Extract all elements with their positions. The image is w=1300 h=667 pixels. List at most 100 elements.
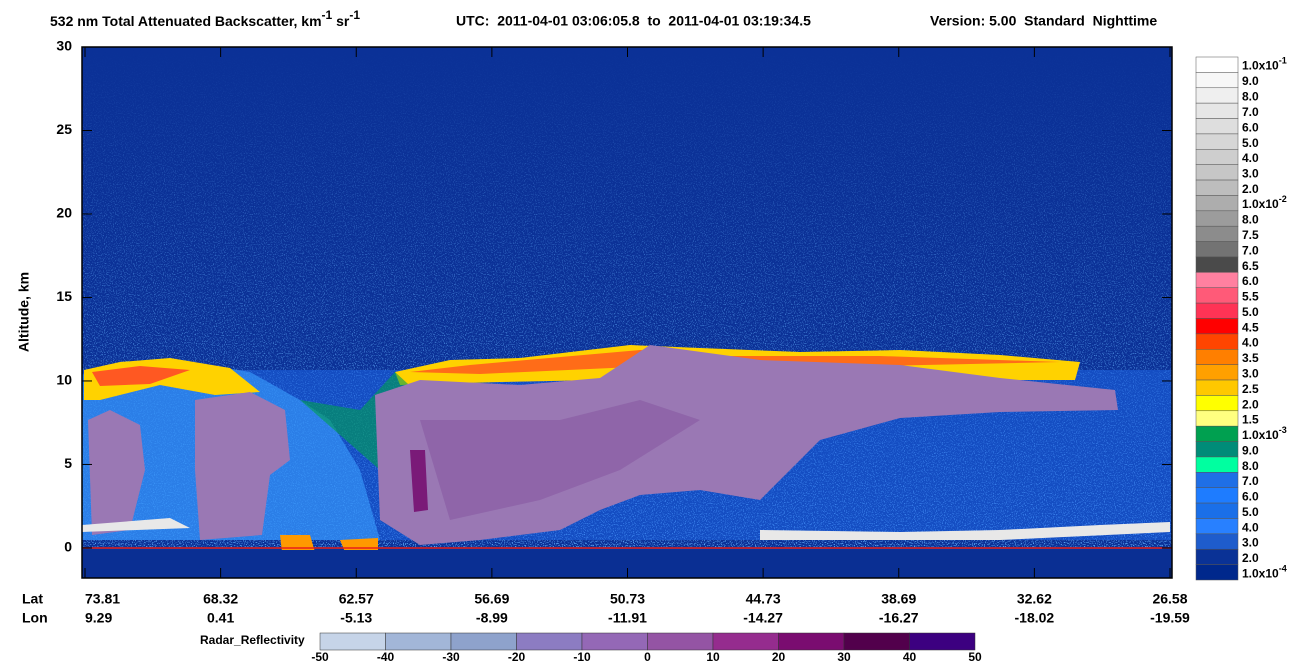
radar-tick-label: 10 [706,650,720,664]
colorbar-cell [1195,456,1239,473]
x-tick-label: -18.02 [1015,610,1055,626]
colorbar-cell [1195,518,1239,535]
cloud-core [420,400,700,520]
radar-colorbar-cell [647,632,714,651]
colorbar-cell [1195,472,1239,488]
colorbar-label: 4.5 [1242,320,1259,334]
colorbar-label: 6.0 [1242,490,1259,504]
colorbar-cell [1195,564,1239,581]
radar-tick-label: 30 [837,650,851,664]
colorbar-label: 8.0 [1242,213,1259,227]
colorbar-label: 1.0x10-3 [1242,425,1287,442]
radar-tick-label: -50 [311,650,329,664]
colorbar-label: 7.0 [1242,243,1259,257]
colorbar-label: 7.0 [1242,474,1259,488]
x-tick-label: -16.27 [879,610,919,626]
radar-colorbar-cell [319,632,386,651]
radar-label: Radar_Reflectivity [200,633,305,647]
x-tick-label: 62.57 [339,591,374,607]
colorbar-cell [1195,133,1239,150]
x-tick-label: -14.27 [743,610,783,626]
colorbar-label: 7.5 [1242,228,1259,242]
colorbar-label: 9.0 [1242,443,1259,457]
radar-tick-label: 0 [644,650,651,664]
cloud [88,410,145,535]
colorbar-cell [1195,102,1239,119]
cloud [195,392,290,540]
radar-colorbar-cell [778,632,845,651]
cloud [375,345,1118,545]
radar-tick-label: -30 [442,650,460,664]
colorbar-label-sup: -2 [1279,195,1287,205]
colorbar-cell [1195,548,1239,565]
colorbar-label: 3.5 [1242,351,1259,365]
colorbar-label-base: 1.0x10 [1242,566,1279,580]
chart-title: 532 nm Total Attenuated Backscatter, km-… [50,8,360,29]
colorbar-cell [1195,364,1239,381]
colorbar-label: 6.0 [1242,120,1259,134]
colorbar-label-sup: -4 [1279,564,1287,574]
colorbar-cell [1195,441,1239,458]
y-tick-label: 30 [56,38,72,54]
colorbar-cell [1195,395,1239,412]
colorbar-label: 5.5 [1242,290,1259,304]
colorbar-cell [1195,72,1239,89]
x-row-name: Lat [22,591,43,607]
colorbar-cell [1195,487,1239,504]
colorbar-label: 4.0 [1242,151,1259,165]
colorbar-label-base: 1.0x10 [1242,428,1279,442]
y-tick-label: 5 [64,455,72,471]
radar-colorbar-cell [385,632,452,651]
version: Version: 5.00 Standard Nighttime [930,13,1157,29]
colorbar-label: 5.0 [1242,136,1259,150]
colorbar-cell [1195,118,1239,135]
colorbar-label-sup: -3 [1279,425,1287,435]
colorbar-cell [1195,333,1239,350]
colorbar-cell [1195,533,1239,550]
radar-tick-label: 40 [903,650,917,664]
x-tick-label: -11.91 [608,610,647,626]
colorbar-label: 3.0 [1242,536,1259,550]
colorbar-label: 9.0 [1242,74,1259,88]
cloud-core [410,450,428,512]
radar-tick-label: -40 [377,650,395,664]
x-tick-label: 68.32 [203,591,238,607]
x-tick-label: -5.13 [340,610,372,626]
colorbar-cell [1195,272,1239,288]
title-sup: -1 [322,8,333,22]
x-tick-label: 9.29 [85,610,112,626]
colorbar-label: 3.0 [1242,367,1259,381]
x-tick-label: 26.58 [1152,591,1187,607]
x-tick-label: 0.41 [207,610,234,626]
colorbar-cell [1195,287,1239,304]
colorbar-cell [1195,256,1239,273]
time-range: UTC: 2011-04-01 03:06:05.8 to 2011-04-01… [456,13,811,29]
radar-tick-label: 50 [968,650,982,664]
colorbar-cell [1195,210,1239,227]
colorbar-cell [1195,225,1239,242]
radar-tick-label: -10 [573,650,591,664]
colorbar-label: 4.0 [1242,336,1259,350]
colorbar-label: 2.0 [1242,397,1259,411]
title-sup: -1 [349,8,360,22]
colorbar-label: 7.0 [1242,105,1259,119]
colorbar-label: 6.0 [1242,274,1259,288]
low-cloud [82,518,190,532]
colorbar-label: 3.0 [1242,167,1259,181]
cloud-top [92,366,190,386]
colorbar-cell [1195,56,1239,73]
y-tick-label: 10 [56,372,72,388]
colorbar-cell [1195,149,1239,165]
colorbar-label: 2.5 [1242,382,1259,396]
colorbar-label: 6.5 [1242,259,1259,273]
colorbar-cell [1195,195,1239,212]
colorbar-label: 2.0 [1242,182,1259,196]
colorbar-cell [1195,502,1239,519]
colorbar-cell [1195,410,1239,427]
colorbar-cell [1195,379,1239,396]
radar-colorbar-cell [516,632,583,651]
colorbar-cell [1195,349,1239,365]
colorbar-label: 4.0 [1242,520,1259,534]
y-axis-label: Altitude, km [16,272,32,352]
radar-colorbar-cell [909,632,976,651]
